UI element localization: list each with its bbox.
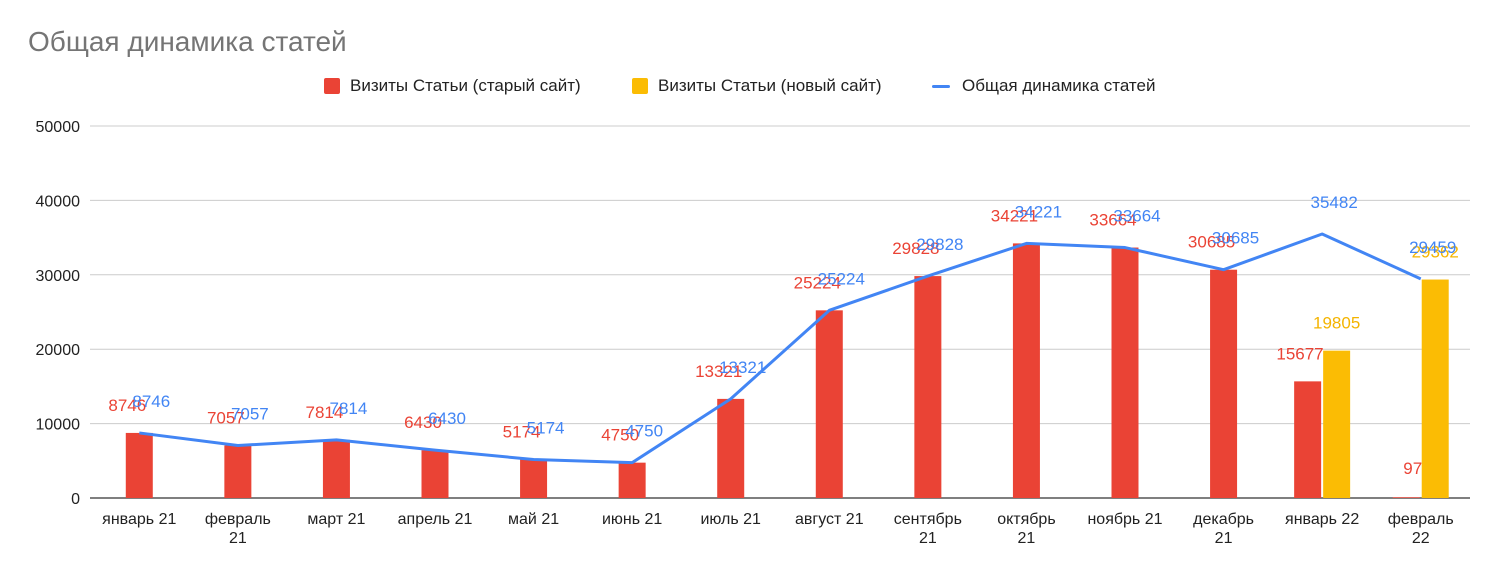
bar-old-site bbox=[815, 310, 843, 498]
bar-old-site bbox=[914, 276, 942, 498]
y-tick-label: 30000 bbox=[36, 268, 81, 285]
data-label-old-site: 8746 bbox=[108, 396, 146, 415]
x-tick-label: февраль bbox=[205, 511, 271, 528]
data-label-old-site: 4750 bbox=[601, 426, 639, 445]
data-label-old-site: 25224 bbox=[794, 273, 841, 292]
data-label-old-site: 29828 bbox=[892, 239, 939, 258]
data-label-total: 30685 bbox=[1212, 229, 1259, 248]
data-label-old-site: 7057 bbox=[207, 408, 245, 427]
bar-old-site bbox=[1392, 497, 1420, 498]
data-label-old-site: 30685 bbox=[1188, 233, 1235, 252]
bar-old-site bbox=[1294, 381, 1322, 498]
data-label-new-site: 19805 bbox=[1313, 314, 1360, 333]
x-tick-label: 21 bbox=[919, 530, 937, 547]
data-label-total: 13321 bbox=[719, 358, 766, 377]
y-tick-label: 0 bbox=[71, 491, 80, 508]
x-tick-label: январь 21 bbox=[102, 511, 176, 528]
data-label-total: 5174 bbox=[527, 419, 565, 438]
bar-old-site bbox=[717, 398, 745, 498]
bar-new-site bbox=[1323, 350, 1351, 498]
y-tick-label: 10000 bbox=[36, 417, 81, 434]
data-label-total: 8746 bbox=[132, 392, 170, 411]
bar-old-site bbox=[322, 439, 350, 498]
legend-swatch-new-site bbox=[632, 78, 648, 94]
data-label-old-site: 34221 bbox=[991, 206, 1038, 225]
line-total bbox=[139, 232, 1422, 465]
x-tick-label: 21 bbox=[229, 530, 247, 547]
data-label-old-site: 5174 bbox=[503, 423, 541, 442]
y-tick-label: 40000 bbox=[36, 193, 81, 210]
legend-item-old-site[interactable]: Визиты Статьи (старый сайт) bbox=[324, 76, 581, 96]
y-tick-label: 20000 bbox=[36, 342, 81, 359]
x-tick-label: июль 21 bbox=[700, 511, 761, 528]
data-label-total: 34221 bbox=[1015, 202, 1062, 221]
bar-new-site bbox=[1421, 279, 1449, 498]
bar-old-site bbox=[1012, 243, 1040, 498]
data-label-total: 29459 bbox=[1409, 238, 1456, 257]
x-tick-label: сентябрь bbox=[894, 511, 962, 528]
legend-item-new-site[interactable]: Визиты Статьи (новый сайт) bbox=[632, 76, 882, 96]
legend: Визиты Статьи (старый сайт) Визиты Стать… bbox=[0, 76, 1500, 100]
data-label-old-site: 6430 bbox=[404, 413, 442, 432]
bar-old-site bbox=[224, 445, 252, 498]
data-label-old-site: 97 bbox=[1403, 459, 1422, 478]
bar-old-site bbox=[618, 462, 646, 498]
data-label-total: 29828 bbox=[916, 235, 963, 254]
x-tick-label: февраль bbox=[1388, 511, 1454, 528]
data-label-total: 7057 bbox=[231, 404, 269, 423]
x-tick-label: 22 bbox=[1412, 530, 1430, 547]
bar-old-site bbox=[520, 459, 548, 498]
bar-old-site bbox=[125, 432, 153, 498]
data-label-total: 35482 bbox=[1311, 193, 1358, 212]
bar-old-site bbox=[421, 450, 449, 498]
data-label-old-site: 15677 bbox=[1276, 344, 1323, 363]
data-label-total: 25224 bbox=[818, 269, 865, 288]
x-tick-label: декабрь bbox=[1193, 511, 1254, 528]
x-tick-label: апрель 21 bbox=[398, 511, 473, 528]
data-label-old-site: 33664 bbox=[1089, 211, 1136, 230]
data-label-total: 4750 bbox=[625, 422, 663, 441]
chart-title: Общая динамика статей bbox=[28, 26, 347, 57]
legend-label-total: Общая динамика статей bbox=[962, 76, 1156, 95]
x-tick-label: август 21 bbox=[795, 511, 864, 528]
legend-line-total bbox=[932, 84, 950, 88]
legend-item-total[interactable]: Общая динамика статей bbox=[932, 76, 1155, 96]
bar-old-site bbox=[1111, 247, 1139, 498]
data-label-old-site: 7814 bbox=[306, 403, 344, 422]
x-tick-label: март 21 bbox=[307, 511, 365, 528]
legend-label-new-site: Визиты Статьи (новый сайт) bbox=[658, 76, 882, 95]
bar-old-site bbox=[1210, 269, 1238, 498]
x-tick-label: май 21 bbox=[508, 511, 559, 528]
data-label-old-site: 13321 bbox=[695, 362, 742, 381]
data-label-total: 33664 bbox=[1113, 207, 1160, 226]
data-label-total: 6430 bbox=[428, 409, 466, 428]
x-tick-label: январь 22 bbox=[1285, 511, 1359, 528]
data-label-total: 7814 bbox=[330, 399, 368, 418]
x-tick-label: июнь 21 bbox=[602, 511, 662, 528]
x-tick-label: ноябрь 21 bbox=[1087, 511, 1162, 528]
x-tick-label: октябрь bbox=[997, 511, 1055, 528]
legend-label-old-site: Визиты Статьи (старый сайт) bbox=[350, 76, 581, 95]
data-label-new-site: 29362 bbox=[1412, 243, 1459, 262]
y-tick-label: 50000 bbox=[36, 119, 81, 136]
legend-swatch-old-site bbox=[324, 78, 340, 94]
x-tick-label: 21 bbox=[1215, 530, 1233, 547]
x-tick-label: 21 bbox=[1018, 530, 1036, 547]
